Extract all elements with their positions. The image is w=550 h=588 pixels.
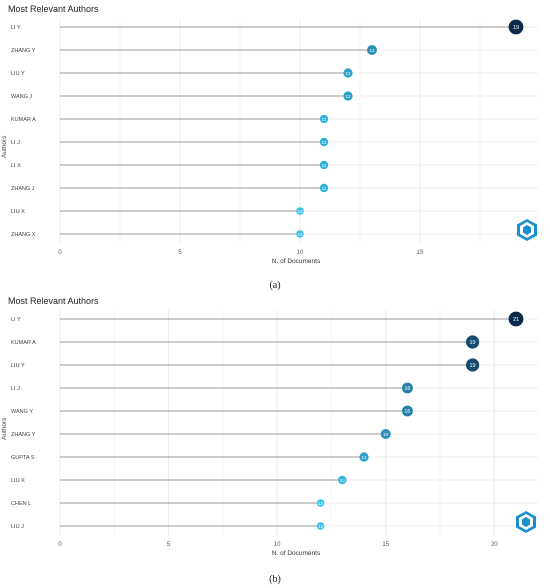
data-label: 19 [513,25,519,31]
data-label: 11 [322,117,327,122]
lollipop-point [338,475,347,485]
chart-panel-b: Most Relevant Authors Authors 0 5 10 15 20 N.… [0,292,550,585]
x-tick-label: 10 [297,250,304,256]
data-label: 12 [318,501,324,506]
y-tick-label: GUPTA S [11,455,35,461]
data-label: 21 [513,317,519,323]
y-axis-label-a: Authors [1,135,8,158]
y-tick-label: WANG J [11,94,32,100]
x-tick-label: 15 [382,542,389,548]
data-label: 14 [361,455,367,460]
y-tick-label: KUMAR A [11,340,36,346]
data-label: 11 [322,140,327,145]
lollipop-point [508,311,524,327]
x-tick-label: 10 [274,542,281,548]
data-label: 12 [345,94,351,99]
chart-b-svg: 0 5 10 15 20 N. of Documents LI Y 21 KUMAR A 19 LI… [11,310,538,557]
lollipop-point [402,382,413,394]
lollipop-point [508,19,524,35]
lollipop-point [319,114,329,124]
lollipop-point [319,160,329,170]
x-axis-title: N. of Documents [272,550,321,557]
y-tick-label: LIU X [11,209,25,215]
y-tick-label: LI Y [11,25,21,31]
x-tick-label: 5 [178,250,182,256]
lollipop-point [316,499,325,507]
y-tick-label: LI X [11,163,21,169]
y-tick-label: ZHANG Y [11,48,36,54]
y-tick-label: LIU J [11,524,24,530]
y-tick-label: LIU Y [11,363,25,369]
x-axis-title: N. of Documents [272,258,321,265]
y-tick-label: LIU Y [11,71,25,77]
y-tick-label: CHEN L [11,501,31,507]
lollipop-point [296,230,304,238]
lollipop-point [380,429,391,439]
data-label: 16 [404,386,410,392]
data-label: 13 [369,48,375,53]
caption-a: (a) [269,280,281,291]
lollipop-point [359,452,369,462]
y-tick-label: ZHANG Y [11,432,36,438]
y-tick-label: LI J [11,386,20,392]
lollipop-point [319,137,329,147]
y-tick-label: KUMAR A [11,117,36,123]
data-label: 19 [470,340,476,346]
lollipop-point [316,522,325,530]
logo-icon-a [515,218,539,247]
x-tick-label: 0 [58,250,62,256]
data-label: 19 [470,363,476,369]
y-tick-label: ZHANG J [11,186,35,192]
data-label: 16 [404,409,410,415]
lollipop-point [343,91,353,101]
y-tick-label: WANG Y [11,409,33,415]
data-label: 15 [383,432,389,437]
lollipop-point [465,358,480,372]
x-tick-label: 5 [167,542,171,548]
chart-a-svg: 0 5 10 15 N. of Documents LI Y 19 ZHANG Y 13 LIU … [11,18,538,265]
y-axis-label-b: Authors [1,417,8,440]
chart-title-b: Most Relevant Authors [8,296,99,306]
lollipop-point [296,207,304,215]
x-tick-label: 20 [491,542,498,548]
chart-panel-a: Most Relevant Authors Authors 0 5 10 15 N. o… [0,0,550,291]
y-tick-label: LI Y [11,317,21,323]
data-label: 11 [322,163,327,168]
y-tick-label: LIU X [11,478,25,484]
x-tick-label: 0 [58,542,62,548]
data-label: 10 [297,232,303,237]
x-tick-label: 15 [417,250,424,256]
data-label: 13 [340,478,346,483]
caption-b: (b) [269,574,281,585]
lollipop-point [367,45,377,55]
y-tick-label: LI J [11,140,20,146]
data-label: 10 [297,209,303,214]
y-tick-label: ZHANG X [11,232,36,238]
logo-icon-b [514,510,538,539]
data-label: 12 [318,524,324,529]
lollipop-point [343,68,353,78]
lollipop-point [402,405,413,417]
lollipop-point [465,335,480,349]
data-label: 11 [322,186,327,191]
lollipop-point [319,183,329,193]
data-label: 12 [345,71,351,76]
chart-title-a: Most Relevant Authors [8,4,99,14]
